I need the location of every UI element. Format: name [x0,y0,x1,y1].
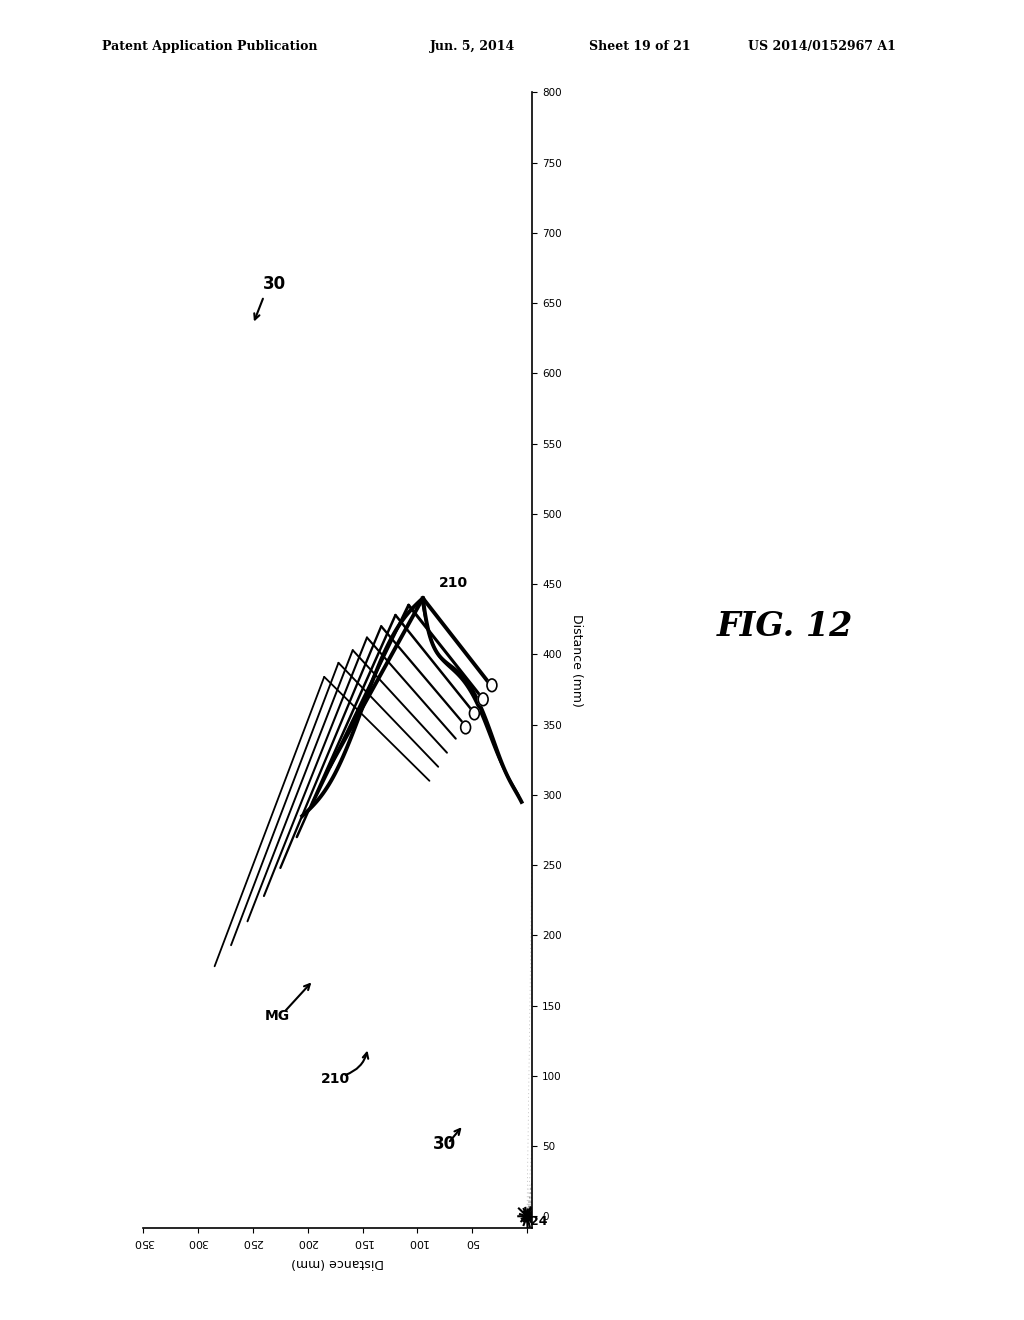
Circle shape [478,693,488,706]
Text: 24: 24 [530,1214,548,1228]
Text: Patent Application Publication: Patent Application Publication [102,40,317,53]
Circle shape [469,708,479,719]
Text: Jun. 5, 2014: Jun. 5, 2014 [430,40,515,53]
Text: FIG. 12: FIG. 12 [717,610,853,644]
Text: 30: 30 [433,1135,457,1152]
Y-axis label: Distance (mm): Distance (mm) [569,614,583,706]
Text: US 2014/0152967 A1: US 2014/0152967 A1 [748,40,895,53]
Circle shape [461,721,471,734]
X-axis label: Distance (mm): Distance (mm) [292,1255,384,1269]
Text: 210: 210 [321,1072,350,1086]
Text: 210: 210 [439,576,468,590]
Text: Sheet 19 of 21: Sheet 19 of 21 [589,40,690,53]
Text: 30: 30 [263,275,287,293]
Text: MG: MG [264,1008,290,1023]
Circle shape [487,678,497,692]
